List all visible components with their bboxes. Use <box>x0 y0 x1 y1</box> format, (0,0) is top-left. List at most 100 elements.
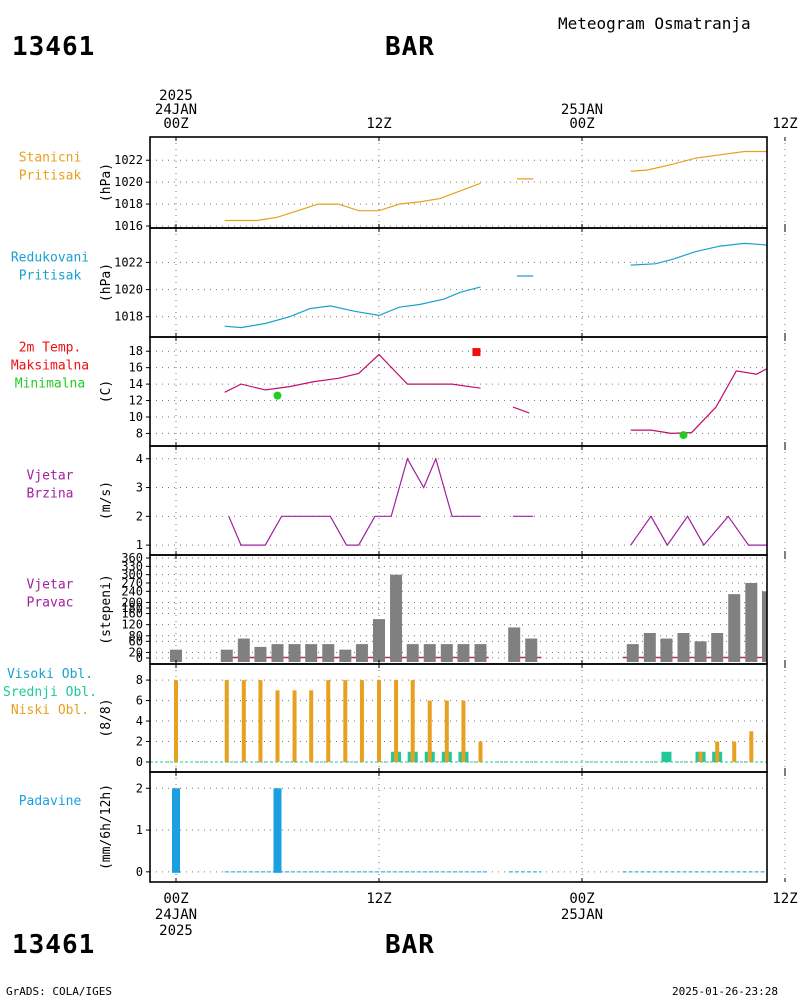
precipitation-bar <box>172 788 180 873</box>
time-label-bottom: 12Z <box>772 891 797 907</box>
y-tick-label: 240 <box>121 584 143 598</box>
y-tick-label: 8 <box>136 426 143 440</box>
y-tick-label: 1016 <box>114 219 143 233</box>
wind-speed-series-line <box>630 515 767 547</box>
station-pressure-panel: Stanicni Pritisak (hPa) 1016 1018 1020 1022 <box>19 136 786 233</box>
y-tick-label: 4 <box>136 714 143 728</box>
wind-direction-bar <box>694 641 707 662</box>
wind-direction-bar <box>626 644 639 662</box>
reduced-pressure-panel: Redukovani Pritisak (hPa)1018 1020 1022 <box>11 227 786 338</box>
mid-cloud-bar <box>661 751 672 762</box>
panel-label: Minimalna <box>15 377 85 392</box>
precipitation-panel: Padavine (mm/6h/12h) 0 1 2 <box>19 771 786 883</box>
low-cloud-bar <box>749 731 754 762</box>
wind-direction-bar <box>525 638 538 662</box>
low-cloud-bar <box>698 751 703 762</box>
y-tick-label: 8 <box>136 673 143 687</box>
wind-direction-bar <box>339 649 352 662</box>
meteogram-title: Meteogram Osmatranja <box>558 14 751 33</box>
wind-speed-series-line <box>228 456 481 546</box>
y-tick-label: 0 <box>136 755 143 769</box>
low-cloud-bar <box>732 741 737 762</box>
wind-direction-bar <box>406 644 419 662</box>
temperature-series-line <box>630 367 767 435</box>
panel-label: Pravac <box>27 596 74 611</box>
y-tick-label: 1 <box>136 538 143 552</box>
y-tick-label: 270 <box>121 576 143 590</box>
wind-speed-panel: Vjetar Brzina (m/s) 1 2 3 4 <box>27 445 786 556</box>
time-label-top: 12Z <box>772 116 797 132</box>
station-name-top: BAR <box>385 32 435 62</box>
y-tick-label: 1020 <box>114 283 143 297</box>
y-tick-label: 1022 <box>114 255 143 269</box>
y-tick-label: 180 <box>121 601 143 615</box>
y-tick-label: 80 <box>129 629 143 643</box>
low-cloud-bar <box>275 690 280 762</box>
y-tick-label: 120 <box>121 618 143 632</box>
y-tick-label: 6 <box>136 694 143 708</box>
time-label-bottom: 12Z <box>366 891 391 907</box>
time-label-bottom: 25JAN <box>561 907 603 923</box>
precipitation-bar <box>273 788 282 873</box>
panel-label: Stanicni <box>19 151 82 166</box>
y-tick-label: 360 <box>121 551 143 565</box>
y-axis-label: (C) <box>99 380 114 403</box>
panel-label: Brzina <box>27 487 74 502</box>
y-tick-label: 60 <box>129 634 143 648</box>
y-tick-label: 330 <box>121 559 143 573</box>
y-tick-label: 0 <box>136 651 143 665</box>
station-name-bottom: BAR <box>385 930 435 960</box>
low-cloud-bar <box>410 680 415 762</box>
low-cloud-bar <box>241 680 246 762</box>
y-axis-label: (8/8) <box>99 698 114 737</box>
reduced-pressure-series-line <box>224 286 481 329</box>
low-cloud-bar <box>129 680 133 762</box>
reduced-pressure-series-line <box>630 242 767 266</box>
low-cloud-bar <box>224 680 229 762</box>
wind-direction-bar <box>271 644 284 662</box>
y-tick-label: 0 <box>136 865 143 879</box>
wind-direction-bar <box>423 644 436 662</box>
y-tick-label: 1 <box>136 823 143 837</box>
low-cloud-bar <box>461 700 466 762</box>
wind-direction-bar <box>457 644 470 662</box>
panel-label: Vjetar <box>27 469 74 484</box>
wind-direction-bar <box>779 583 791 662</box>
low-cloud-bar <box>258 680 263 762</box>
y-tick-label: 16 <box>129 361 143 375</box>
y-tick-label: 1020 <box>114 175 143 189</box>
y-tick-label: 4 <box>136 452 143 466</box>
low-cloud-bar <box>174 680 178 762</box>
wind-direction-bar <box>745 583 758 662</box>
wind-direction-bar <box>305 644 318 662</box>
wind-direction-bar <box>237 638 250 662</box>
y-axis-label: (stepeni) <box>99 574 114 644</box>
panel-label: Redukovani <box>11 251 89 266</box>
y-tick-label: 14 <box>129 377 143 391</box>
low-cloud-bar <box>427 700 432 762</box>
y-tick-label: 1018 <box>114 197 143 211</box>
wind-direction-bar <box>220 649 233 662</box>
wind-direction-bar <box>170 649 182 662</box>
low-cloud-bar <box>359 680 364 762</box>
y-tick-label: 1022 <box>114 153 143 167</box>
station-id-top: 13461 <box>12 32 96 62</box>
y-tick-label: 18 <box>129 344 143 358</box>
station-pressure-series-line <box>224 182 481 222</box>
panel-label: Maksimalna <box>11 359 89 374</box>
time-label-top: 00Z <box>569 116 594 132</box>
wind-direction-bar <box>355 644 368 662</box>
low-cloud-bar <box>394 680 399 762</box>
wind-direction-panel: Vjetar Pravac (stepeni) 0206080120160180200… <box>27 551 791 665</box>
tmin-marker <box>273 391 282 400</box>
wind-direction-bar <box>761 591 767 662</box>
temperature-panel: 2m Temp. Maksimalna Minimalna (C) 8 10 12 14 16 1… <box>11 336 786 447</box>
time-label-bottom: 24JAN <box>155 907 197 923</box>
wind-direction-bar <box>373 619 385 662</box>
y-tick-label: 2 <box>136 735 143 749</box>
time-label-top: 25JAN <box>561 102 603 118</box>
wind-direction-bar <box>643 633 656 662</box>
panel-label: Pritisak <box>19 169 82 184</box>
low-cloud-bar <box>377 680 381 762</box>
wind-direction-bar <box>254 646 267 662</box>
